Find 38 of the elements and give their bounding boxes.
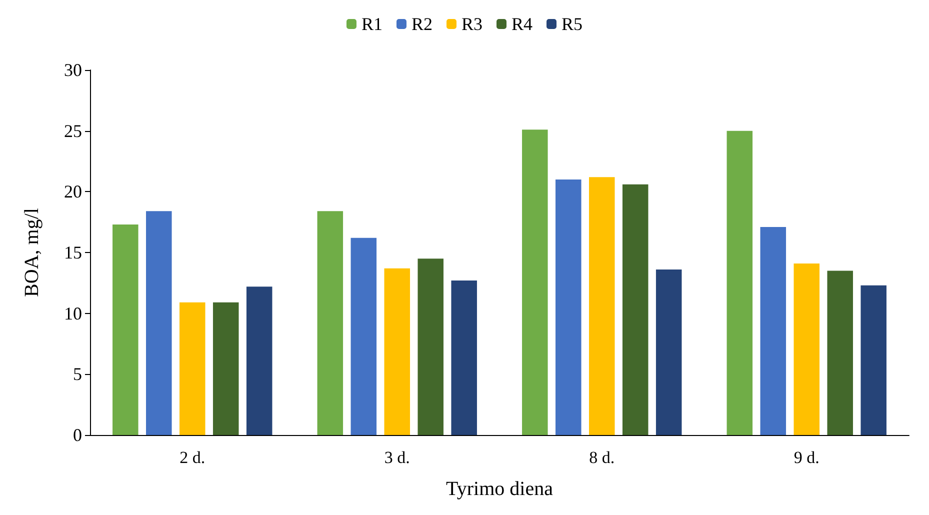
legend-label: R3 <box>461 14 483 34</box>
bar <box>112 224 138 435</box>
y-axis-title: BOA, mg/l <box>21 208 43 297</box>
bar <box>451 280 477 435</box>
legend-label: R1 <box>361 14 382 34</box>
x-axis-title: Tyrimo diena <box>446 478 554 500</box>
bar <box>794 263 820 435</box>
bar <box>622 184 648 435</box>
y-tick-label: 30 <box>64 60 82 80</box>
y-tick-label: 25 <box>64 120 82 141</box>
x-tick-label: 8 d. <box>589 448 615 467</box>
bar <box>246 286 272 435</box>
bar <box>760 226 786 435</box>
bar <box>179 302 206 435</box>
bar <box>522 130 548 435</box>
legend-label: R4 <box>512 14 533 34</box>
x-tick-label: 9 d. <box>794 448 820 467</box>
bar <box>726 130 753 435</box>
bar <box>146 211 172 435</box>
bar <box>588 177 615 435</box>
x-tick-label: 3 d. <box>384 448 410 467</box>
bar <box>384 268 410 435</box>
x-tick-label: 2 d. <box>180 448 206 467</box>
y-tick-label: 20 <box>64 182 82 202</box>
y-tick-label: 10 <box>64 303 82 324</box>
y-tick-label: 5 <box>73 364 82 384</box>
bar <box>418 258 444 435</box>
bar <box>556 180 582 435</box>
bar <box>317 211 344 435</box>
bar <box>656 270 682 435</box>
bar <box>860 285 886 435</box>
bar <box>350 238 377 435</box>
y-tick-label: 15 <box>64 242 82 262</box>
bar <box>212 302 239 435</box>
legend-label: R5 <box>562 14 583 34</box>
y-tick-label: 0 <box>73 425 82 445</box>
legend-label: R2 <box>411 14 433 34</box>
bar <box>827 270 853 435</box>
